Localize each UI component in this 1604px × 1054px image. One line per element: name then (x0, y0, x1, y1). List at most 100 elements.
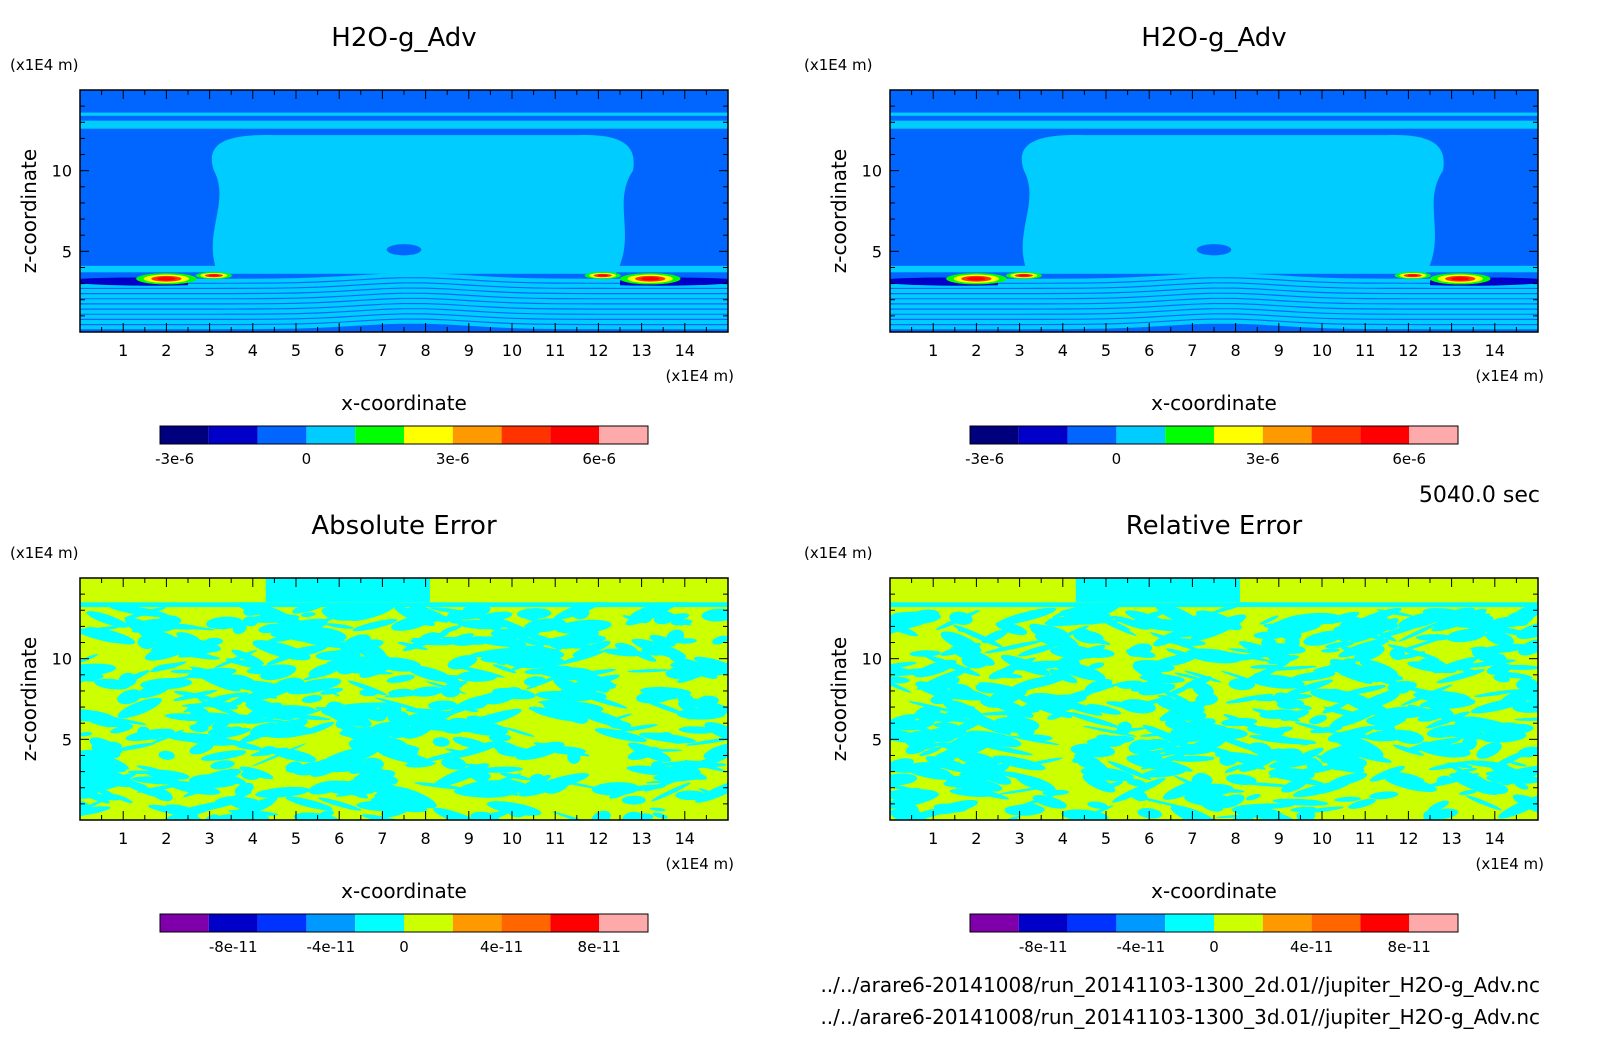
error-patch (1220, 717, 1258, 727)
colorbar: -8e-11 -4e-11 0 4e-11 8e-11 (159, 913, 649, 956)
error-patch (1300, 806, 1344, 814)
x-tick-label: 7 (1187, 829, 1197, 848)
error-patch (1502, 722, 1522, 729)
error-patch (295, 624, 346, 642)
upper-band (80, 120, 728, 129)
stratification-band (890, 283, 1538, 293)
colorbar-swatch (160, 426, 209, 444)
colorbar-swatch (501, 426, 551, 444)
colorbar-swatch (1018, 914, 1068, 932)
error-patch (677, 694, 693, 704)
x-tick-label: 11 (545, 341, 565, 360)
central-plume (1021, 135, 1444, 274)
error-patch (644, 773, 692, 792)
error-patch (1217, 735, 1267, 754)
x-tick-label: 10 (1312, 829, 1332, 848)
error-patch (1276, 626, 1302, 641)
error-patch (1267, 655, 1299, 665)
error-patch (1285, 747, 1324, 767)
colorbar-swatch (1360, 426, 1410, 444)
error-patch (567, 750, 581, 764)
error-patch (447, 655, 478, 670)
error-patch (1354, 740, 1384, 759)
y-axis-ticks: 5 10 (862, 105, 1538, 317)
error-patch (210, 760, 235, 770)
error-patch (563, 668, 617, 679)
error-patch (1426, 724, 1467, 738)
error-patch (321, 746, 380, 767)
error-patch (1252, 672, 1269, 684)
error-patch (1285, 679, 1334, 696)
error-patch (1066, 711, 1120, 728)
error-patch (658, 760, 701, 766)
error-patch (340, 639, 384, 653)
error-patch (1518, 639, 1538, 656)
error-patch (441, 636, 486, 645)
error-patch (428, 700, 458, 711)
hot-spot (967, 277, 986, 281)
error-patch (632, 650, 657, 662)
error-patch (1170, 718, 1216, 737)
error-patch (981, 629, 1008, 644)
x-unit-label: (x1E4 m) (665, 855, 734, 873)
error-patch (627, 669, 670, 673)
error-patch (210, 692, 250, 700)
panel-absolute-error: Absolute Error (x1E4 m) 1 2 3 4 5 6 7 8 9 10 11 12 1… (10, 511, 734, 956)
x-tick-label: 14 (1485, 341, 1505, 360)
colorbar-swatch (257, 426, 307, 444)
error-patch (1359, 659, 1399, 678)
error-patch (676, 708, 726, 720)
error-patch (664, 766, 707, 780)
error-patch (1463, 668, 1477, 676)
error-patch (485, 687, 522, 705)
error-patch (1303, 630, 1344, 646)
error-patch (1376, 631, 1397, 642)
error-patch (84, 793, 120, 801)
error-patch (1353, 645, 1385, 662)
error-patch (1264, 665, 1317, 671)
error-patch (499, 772, 531, 781)
top-region (265, 578, 430, 603)
error-patch (935, 609, 980, 631)
error-patch (1425, 773, 1480, 788)
source-file-2d: ../../arare6-20141008/run_20141103-1300_… (820, 973, 1540, 997)
x-axis-label: x-coordinate (1151, 879, 1277, 903)
x-axis-ticks: 1 2 3 4 5 6 7 8 9 10 11 12 13 14 (101, 90, 707, 360)
error-patch (301, 612, 316, 618)
x-tick-label: 11 (545, 829, 565, 848)
error-patch (212, 737, 262, 750)
error-patch (909, 650, 941, 657)
error-patch (80, 670, 104, 680)
colorbar-frame (969, 913, 1459, 933)
colorbar-tick-label: 8e-11 (578, 938, 621, 956)
error-patch (401, 710, 454, 724)
x-tick-label: 9 (464, 341, 474, 360)
error-patch (255, 786, 310, 798)
error-patch (1139, 733, 1167, 737)
error-patch (908, 701, 958, 713)
error-patch (490, 628, 531, 640)
error-patch (1491, 671, 1533, 679)
colorbar-swatch (1165, 426, 1214, 444)
error-patch (677, 697, 728, 714)
colorbar: -3e-6 0 3e-6 6e-6 (155, 425, 649, 468)
y-axis-ticks: 5 10 (52, 105, 728, 317)
error-patch (997, 786, 1046, 795)
error-patch (1469, 646, 1487, 650)
error-patch (80, 806, 111, 818)
error-patch (352, 619, 398, 632)
error-patch (1086, 704, 1122, 715)
error-patch (410, 686, 443, 697)
error-patch (1171, 755, 1215, 762)
x-unit-label: (x1E4 m) (665, 367, 734, 385)
x-tick-label: 14 (675, 829, 695, 848)
error-patch (1344, 685, 1387, 695)
panel-title: H2O-g_Adv (1141, 23, 1286, 53)
y-axis-label: z-coordinate (17, 637, 41, 761)
error-patch (1417, 711, 1447, 722)
colorbar-tick-label: 6e-6 (582, 450, 616, 468)
x-tick-label: 7 (1187, 341, 1197, 360)
error-patch (327, 701, 348, 715)
x-tick-label: 4 (248, 829, 258, 848)
error-patch (1458, 789, 1478, 795)
